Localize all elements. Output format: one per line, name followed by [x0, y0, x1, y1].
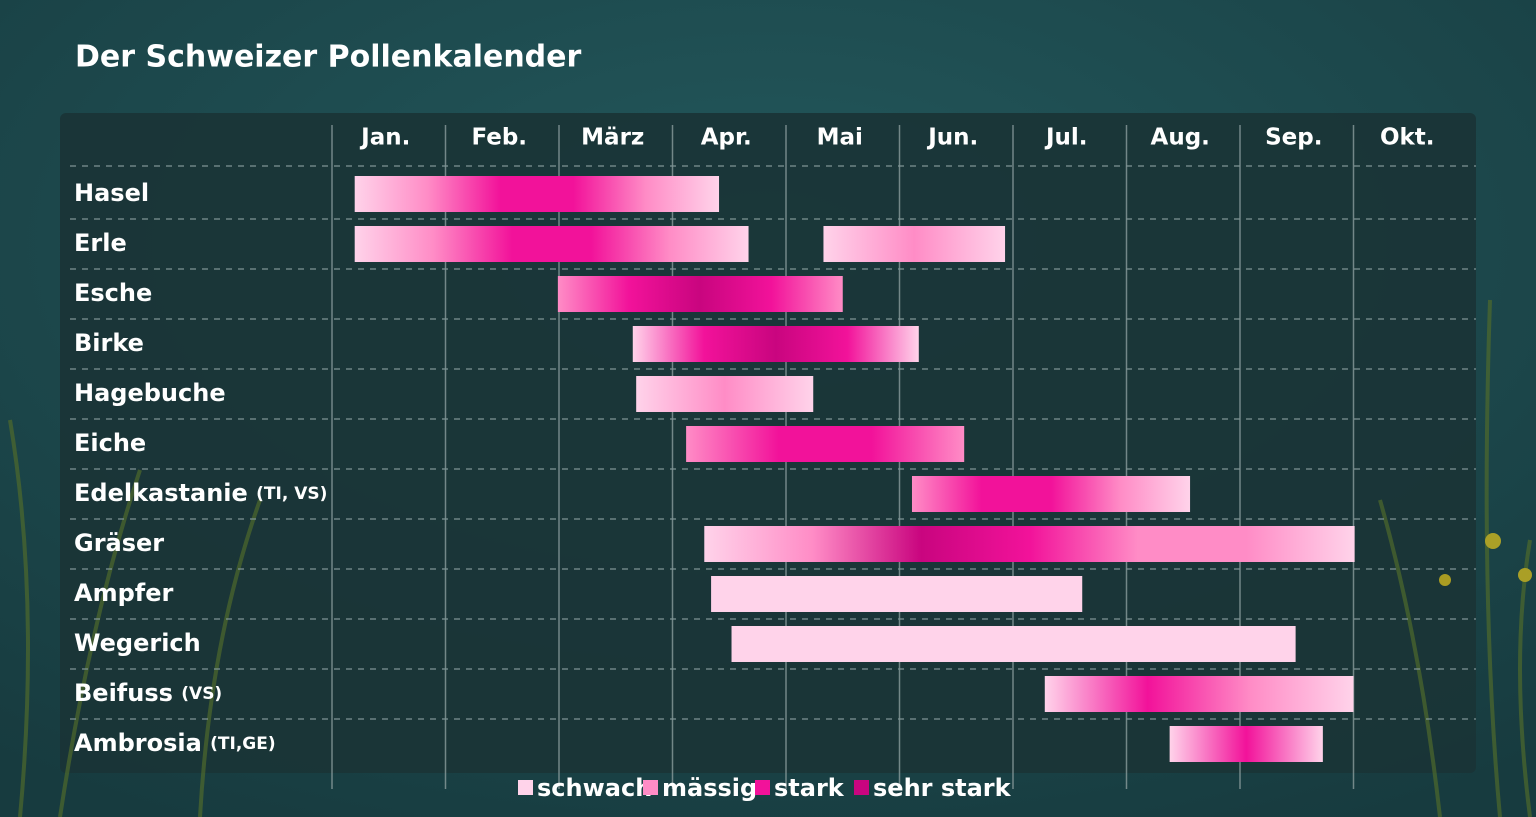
- row-name: Eiche: [74, 429, 146, 457]
- bar: [686, 426, 965, 462]
- row-label: Wegerich: [74, 629, 201, 657]
- row-label: Ambrosia (TI,GE): [74, 729, 276, 757]
- bar: [1169, 726, 1323, 762]
- row-name: Birke: [74, 329, 144, 357]
- bar: [704, 526, 1355, 562]
- bar: [354, 176, 720, 212]
- row-name: Edelkastanie: [74, 479, 248, 507]
- row-name: Gräser: [74, 529, 164, 557]
- row-note: (VS): [181, 684, 222, 704]
- bar: [636, 376, 814, 412]
- row-label: Beifuss (VS): [74, 679, 222, 707]
- x-tick-label: März: [581, 125, 644, 151]
- row-label: Eiche: [74, 429, 146, 457]
- x-tick-label: Jan.: [359, 125, 410, 151]
- x-tick-label: Jul.: [1044, 125, 1088, 151]
- row-note: (TI, VS): [256, 484, 327, 504]
- row-label: Edelkastanie (TI, VS): [74, 479, 327, 507]
- row-name: Erle: [74, 229, 127, 257]
- row-name: Hasel: [74, 179, 149, 207]
- x-tick-label: Feb.: [471, 125, 527, 151]
- row-note: (TI,GE): [210, 734, 276, 754]
- bar: [731, 626, 1296, 662]
- row-name: Wegerich: [74, 629, 201, 657]
- legend-swatch: [643, 780, 658, 795]
- legend-swatch: [755, 780, 770, 795]
- row-label: Birke: [74, 329, 144, 357]
- legend-label: sehr stark: [873, 774, 1012, 802]
- row-label: Erle: [74, 229, 127, 257]
- chart-title: Der Schweizer Pollenkalender: [75, 40, 581, 75]
- legend-swatch: [854, 780, 869, 795]
- x-tick-label: Aug.: [1151, 125, 1210, 151]
- row-name: Beifuss: [74, 679, 173, 707]
- row-name: Ambrosia: [74, 729, 202, 757]
- row-label: Esche: [74, 279, 152, 307]
- bar: [557, 276, 843, 312]
- x-tick-label: Apr.: [701, 125, 752, 151]
- row-name: Hagebuche: [74, 379, 226, 407]
- x-tick-label: Okt.: [1380, 125, 1435, 151]
- legend-label: stark: [774, 774, 845, 802]
- bar: [823, 226, 1006, 262]
- bar: [354, 226, 749, 262]
- x-tick-label: Mai: [817, 125, 863, 151]
- decoration: [8, 299, 1532, 817]
- bar: [911, 476, 1191, 512]
- legend-swatch: [518, 780, 533, 795]
- x-tick-label: Jun.: [926, 125, 978, 151]
- row-label: Hasel: [74, 179, 149, 207]
- row-name: Ampfer: [74, 579, 173, 607]
- row-name: Esche: [74, 279, 152, 307]
- bar: [711, 576, 1083, 612]
- legend-label: mässig: [662, 774, 757, 802]
- bar: [1044, 676, 1354, 712]
- bar: [632, 326, 919, 362]
- x-tick-label: Sep.: [1265, 125, 1322, 151]
- legend-label: schwach: [537, 774, 652, 802]
- row-label: Gräser: [74, 529, 164, 557]
- row-label: Hagebuche: [74, 379, 226, 407]
- row-label: Ampfer: [74, 579, 173, 607]
